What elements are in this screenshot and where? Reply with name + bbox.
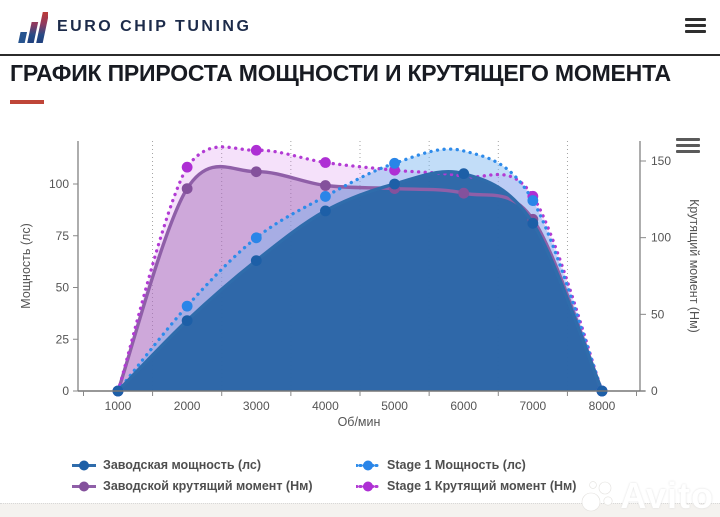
menu-bar (676, 143, 700, 148)
menu-bar (685, 18, 706, 21)
y-axis-left-tick-label: 25 (56, 332, 70, 346)
data-point-0-4000[interactable] (320, 205, 331, 217)
footer-strip (0, 503, 720, 517)
y-axis-left-tick-label: 100 (49, 177, 69, 191)
legend-marker-dot (363, 460, 373, 470)
data-point-1-4000[interactable] (320, 180, 331, 191)
title-accent-divider (10, 100, 44, 104)
data-point-2-5000[interactable] (389, 157, 400, 169)
y-axis-left-tick-label: 0 (62, 384, 69, 398)
legend-label: Заводская мощность (лс) (103, 458, 262, 472)
data-point-0-6000[interactable] (458, 168, 470, 180)
legend-marker-icon (356, 481, 380, 491)
legend-marker-dot (79, 460, 89, 470)
y-axis-right-tick-label: 150 (651, 154, 671, 168)
x-axis-tick-label: 2000 (174, 399, 201, 413)
chart-canvas: 1000 2000 3000 4000 5000 6000 7000 800002550751… (19, 141, 701, 429)
x-axis-tick-label: 5000 (381, 399, 408, 413)
series-line-2 (116, 147, 604, 393)
header: EURO CHIP TUNING (0, 0, 720, 56)
legend-item-0[interactable]: Заводская мощность (лс) (72, 458, 356, 472)
data-point-1-2000[interactable] (181, 183, 193, 194)
legend-label: Stage 1 Крутящий момент (Нм) (387, 479, 577, 493)
page-title: ГРАФИК ПРИРОСТА МОЩНОСТИ И КРУТЯЩЕГО МОМ… (10, 60, 671, 86)
chart-context-menu-icon[interactable] (676, 138, 700, 156)
y-axis-left-tick-label: 75 (56, 229, 70, 243)
series-lines (112, 144, 608, 397)
menu-bar (676, 138, 700, 142)
data-point-0-7000[interactable] (527, 217, 539, 229)
brand-name: EURO CHIP TUNING (57, 18, 252, 35)
brand-logo-icon (18, 12, 48, 43)
legend-marker-dot (363, 481, 373, 491)
menu-bar (685, 24, 706, 27)
data-point-2-2000[interactable] (181, 300, 193, 312)
legend-marker-icon (356, 460, 380, 470)
data-point-0-2000[interactable] (181, 315, 193, 327)
y-axis-right-tick-label: 100 (651, 231, 671, 245)
legend-item-2[interactable]: Stage 1 Мощность (лс) (356, 458, 576, 472)
data-point-3-4000[interactable] (320, 157, 331, 168)
legend-marker-icon (72, 481, 96, 491)
menu-bar (685, 30, 706, 33)
legend-item-3[interactable]: Stage 1 Крутящий момент (Нм) (356, 479, 576, 493)
brand[interactable]: EURO CHIP TUNING (18, 11, 251, 43)
legend-marker-icon (72, 460, 96, 470)
legend-label: Stage 1 Мощность (лс) (387, 458, 526, 472)
x-axis-tick-label: 4000 (312, 399, 339, 413)
chart-legend: Заводская мощность (лс) Stage 1 Мощность … (72, 458, 576, 493)
x-axis-tick-label: 8000 (589, 399, 616, 413)
data-point-2-4000[interactable] (320, 191, 331, 202)
data-point-0-5000[interactable] (389, 178, 400, 190)
x-axis-tick-label: 6000 (450, 399, 477, 413)
data-point-2-7000[interactable] (527, 195, 539, 206)
x-axis-tick-label: 3000 (243, 399, 270, 413)
legend-label: Заводской крутящий момент (Нм) (103, 479, 313, 493)
data-point-1-3000[interactable] (250, 166, 262, 178)
legend-item-1[interactable]: Заводской крутящий момент (Нм) (72, 479, 356, 493)
data-point-0-3000[interactable] (250, 255, 262, 266)
x-axis-tick-label: 1000 (105, 399, 132, 413)
y-axis-right-tick-label: 0 (651, 384, 658, 398)
series-line-3 (116, 145, 604, 393)
legend-marker-dot (79, 481, 89, 491)
series-line-0 (116, 169, 604, 393)
y-axis-right-title: Крутящий момент (Нм) (687, 199, 701, 333)
data-point-3-2000[interactable] (181, 161, 193, 173)
y-axis-left-title: Мощность (лс) (19, 223, 33, 308)
menu-bar (676, 149, 700, 154)
y-axis-left-tick-label: 50 (56, 281, 70, 295)
chart: 1000 2000 3000 4000 5000 6000 7000 8000 0 25 50 75 1… (0, 116, 720, 450)
series-areas (118, 146, 602, 391)
series-area-0 (118, 171, 602, 391)
x-axis-title: Об/мин (338, 415, 381, 429)
y-axis-right-tick-label: 50 (651, 307, 665, 321)
data-point-3-3000[interactable] (250, 144, 262, 156)
x-axis-tick-label: 7000 (520, 399, 547, 413)
axes: 1000 2000 3000 4000 5000 6000 7000 800002550751… (49, 141, 671, 413)
data-point-2-3000[interactable] (250, 232, 262, 244)
data-point-1-6000[interactable] (458, 187, 470, 199)
menu-icon[interactable] (685, 18, 706, 35)
